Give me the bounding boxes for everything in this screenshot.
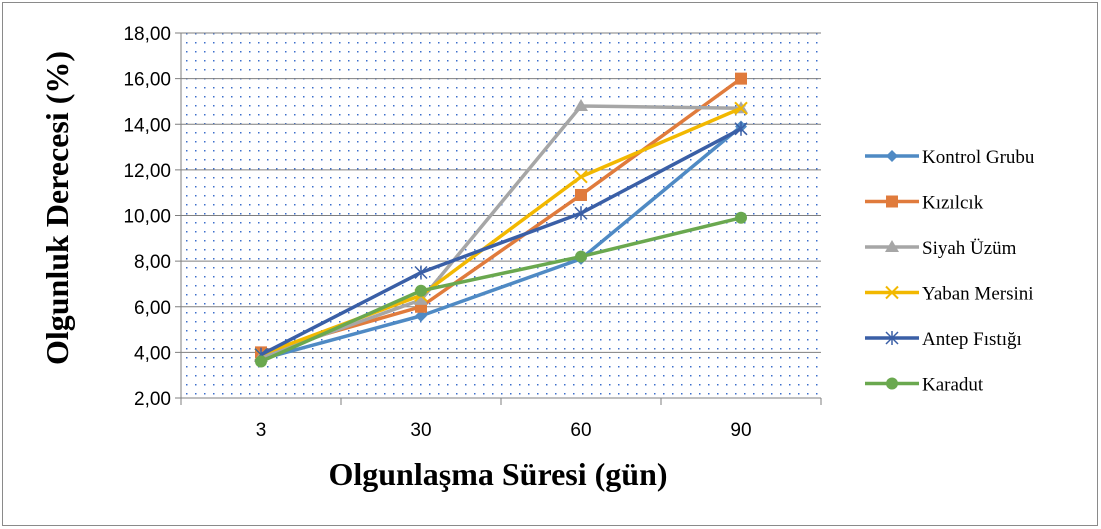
series-lines <box>254 72 748 368</box>
legend-label: Yaban Mersini <box>922 284 1034 305</box>
data-point <box>415 284 427 297</box>
data-point <box>414 292 428 305</box>
legend-marker <box>885 240 899 252</box>
data-point <box>574 99 588 111</box>
legend-marker <box>885 331 899 345</box>
series-antep-f-st- <box>254 121 748 362</box>
legend-marker <box>886 150 898 162</box>
y-tick-label: 16,00 <box>123 70 171 91</box>
x-tick-label: 3 <box>256 420 267 441</box>
y-tick-label: 12,00 <box>123 161 171 182</box>
y-tick-label: 4,00 <box>134 343 171 364</box>
series-line <box>260 104 742 359</box>
axes: 2,00 4,00 6,00 8,00 10,00 12,00 14,00 16,00 18,0… <box>123 24 822 441</box>
x-axis-title: Olgunlaşma Süresi (gün) <box>328 456 667 492</box>
legend-item: Yaban Mersini <box>865 284 1034 305</box>
legend-label: Karadut <box>922 375 984 396</box>
data-point <box>734 101 748 115</box>
series-line <box>260 216 742 364</box>
y-tick-label: 2,00 <box>134 389 171 410</box>
legend-label: Kızılcık <box>922 193 984 214</box>
y-tick-label: 6,00 <box>134 298 171 319</box>
data-point <box>575 250 587 263</box>
series-line <box>260 127 742 357</box>
legend-marker <box>885 285 899 300</box>
legend-item: Kızılcık <box>865 193 984 214</box>
data-point <box>255 355 267 368</box>
data-point <box>735 72 747 85</box>
y-tick-label: 18,00 <box>123 24 171 45</box>
legend-marker <box>886 195 898 208</box>
y-axis-title: Olgunluk Derecesi (%) <box>39 51 75 365</box>
legend-item: Karadut <box>865 375 984 396</box>
y-tick-label: 14,00 <box>123 115 171 136</box>
data-point <box>735 211 747 224</box>
legend-label: Kontrol Grubu <box>922 147 1035 168</box>
legend-item: Kontrol Grubu <box>865 147 1035 168</box>
marker-stroke <box>574 170 588 184</box>
legend-marker <box>886 377 898 390</box>
marker-stroke <box>885 285 899 300</box>
legend: Kontrol Grubu Kızılcık Siyah Üzüm Yaban Mer… <box>865 147 1035 396</box>
x-tick-label: 30 <box>410 420 431 441</box>
data-point <box>414 265 428 280</box>
data-point <box>575 188 587 201</box>
series-karadut <box>255 211 747 368</box>
data-point <box>574 206 588 221</box>
legend-label: Siyah Üzüm <box>922 238 1017 259</box>
data-point <box>734 121 748 136</box>
line-chart: 2,00 4,00 6,00 8,00 10,00 12,00 14,00 16,00 18,0… <box>39 24 1035 492</box>
marker-stroke <box>734 101 748 115</box>
y-tick-label: 8,00 <box>134 252 171 273</box>
x-tick-label: 60 <box>570 420 591 441</box>
y-tick-label: 10,00 <box>123 207 171 228</box>
series-line <box>260 125 743 361</box>
legend-item: Siyah Üzüm <box>865 238 1017 259</box>
x-tick-label: 90 <box>730 420 751 441</box>
legend-label: Antep Fıstığı <box>922 329 1022 350</box>
legend-item: Antep Fıstığı <box>865 329 1022 350</box>
data-point <box>574 170 588 184</box>
data-point <box>415 309 427 322</box>
